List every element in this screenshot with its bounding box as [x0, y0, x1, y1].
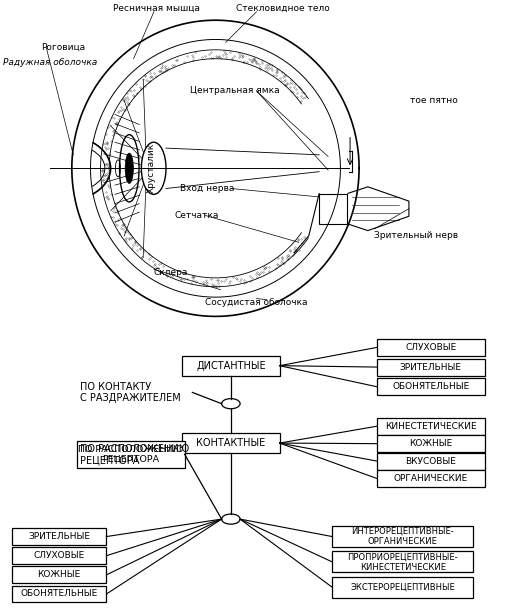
- FancyBboxPatch shape: [12, 547, 107, 564]
- FancyBboxPatch shape: [377, 378, 485, 395]
- FancyBboxPatch shape: [377, 339, 485, 356]
- Text: ПО РАСПОЛОЖЕНИЮ
РЕЦЕПТОРА: ПО РАСПОЛОЖЕНИЮ РЕЦЕПТОРА: [80, 444, 189, 465]
- Text: тое пятно: тое пятно: [410, 97, 458, 105]
- FancyBboxPatch shape: [377, 435, 485, 452]
- FancyBboxPatch shape: [12, 528, 107, 545]
- FancyBboxPatch shape: [77, 441, 185, 468]
- Text: ЗРИТЕЛЬНЫЕ: ЗРИТЕЛЬНЫЕ: [28, 532, 90, 541]
- FancyBboxPatch shape: [332, 577, 473, 598]
- Text: Хрусталик: Хрусталик: [147, 143, 155, 193]
- Circle shape: [222, 398, 240, 409]
- Text: ДИСТАНТНЫЕ: ДИСТАНТНЫЕ: [196, 360, 266, 371]
- Text: Центральная ямка: Центральная ямка: [190, 86, 280, 95]
- Text: ПО РАСПОЛОЖЕНИЮ
РЕЦЕПТОРА: ПО РАСПОЛОЖЕНИЮ РЕЦЕПТОРА: [78, 445, 184, 464]
- Text: ПО КОНТАКТУ
С РАЗДРАЖИТЕЛЕМ: ПО КОНТАКТУ С РАЗДРАЖИТЕЛЕМ: [80, 382, 180, 403]
- FancyBboxPatch shape: [377, 453, 485, 469]
- FancyBboxPatch shape: [377, 418, 485, 435]
- Text: ОРГАНИЧЕСКИЕ: ОРГАНИЧЕСКИЕ: [394, 474, 468, 483]
- Text: Радужная оболочка: Радужная оболочка: [3, 58, 97, 67]
- Text: Ресничная мышца: Ресничная мышца: [113, 4, 200, 13]
- Text: СЛУХОВЫЕ: СЛУХОВЫЕ: [405, 343, 457, 352]
- Ellipse shape: [125, 153, 133, 184]
- FancyBboxPatch shape: [182, 356, 280, 376]
- Ellipse shape: [142, 142, 166, 195]
- Text: КИНЕСТЕТИЧЕСКИЕ: КИНЕСТЕТИЧЕСКИЕ: [385, 422, 477, 431]
- FancyBboxPatch shape: [182, 433, 280, 453]
- FancyBboxPatch shape: [377, 470, 485, 487]
- Text: Сосудистая оболочка: Сосудистая оболочка: [205, 299, 308, 307]
- Circle shape: [222, 514, 240, 524]
- Text: Зрительный нерв: Зрительный нерв: [374, 231, 459, 240]
- FancyBboxPatch shape: [332, 526, 473, 547]
- Text: ВКУСОВЫЕ: ВКУСОВЫЕ: [405, 457, 457, 466]
- FancyBboxPatch shape: [12, 586, 107, 602]
- Text: Стекловидное тело: Стекловидное тело: [236, 4, 330, 13]
- Text: Склера: Склера: [154, 268, 188, 277]
- Text: КОЖНЫЕ: КОЖНЫЕ: [37, 570, 81, 580]
- FancyBboxPatch shape: [12, 566, 107, 583]
- Text: Роговица: Роговица: [41, 43, 85, 51]
- Text: КОНТАКТНЫЕ: КОНТАКТНЫЕ: [196, 438, 265, 448]
- Text: ОБОНЯТЕЛЬНЫЕ: ОБОНЯТЕЛЬНЫЕ: [21, 589, 97, 599]
- Text: ЭКСТЕРОРЕЦЕПТИВНЫЕ: ЭКСТЕРОРЕЦЕПТИВНЫЕ: [350, 583, 455, 592]
- FancyBboxPatch shape: [332, 551, 473, 572]
- Text: Сетчатка: Сетчатка: [174, 211, 219, 220]
- Text: КОЖНЫЕ: КОЖНЫЕ: [409, 439, 452, 448]
- FancyBboxPatch shape: [377, 359, 485, 376]
- Text: Вход нерва: Вход нерва: [180, 184, 234, 193]
- FancyBboxPatch shape: [319, 193, 347, 224]
- Text: СЛУХОВЫЕ: СЛУХОВЫЕ: [33, 551, 85, 560]
- Text: ЗРИТЕЛЬНЫЕ: ЗРИТЕЛЬНЫЕ: [400, 362, 462, 371]
- Text: ИНТЕРОРЕЦЕПТИВНЫЕ-
ОРГАНИЧЕСКИЕ: ИНТЕРОРЕЦЕПТИВНЫЕ- ОРГАНИЧЕСКИЕ: [351, 527, 454, 547]
- Text: ОБОНЯТЕЛЬНЫЕ: ОБОНЯТЕЛЬНЫЕ: [392, 382, 469, 391]
- Text: ПРОПРИОРЕЦЕПТИВНЫЕ-
КИНЕСТЕТИЧЕСКИЕ: ПРОПРИОРЕЦЕПТИВНЫЕ- КИНЕСТЕТИЧЕСКИЕ: [347, 552, 458, 572]
